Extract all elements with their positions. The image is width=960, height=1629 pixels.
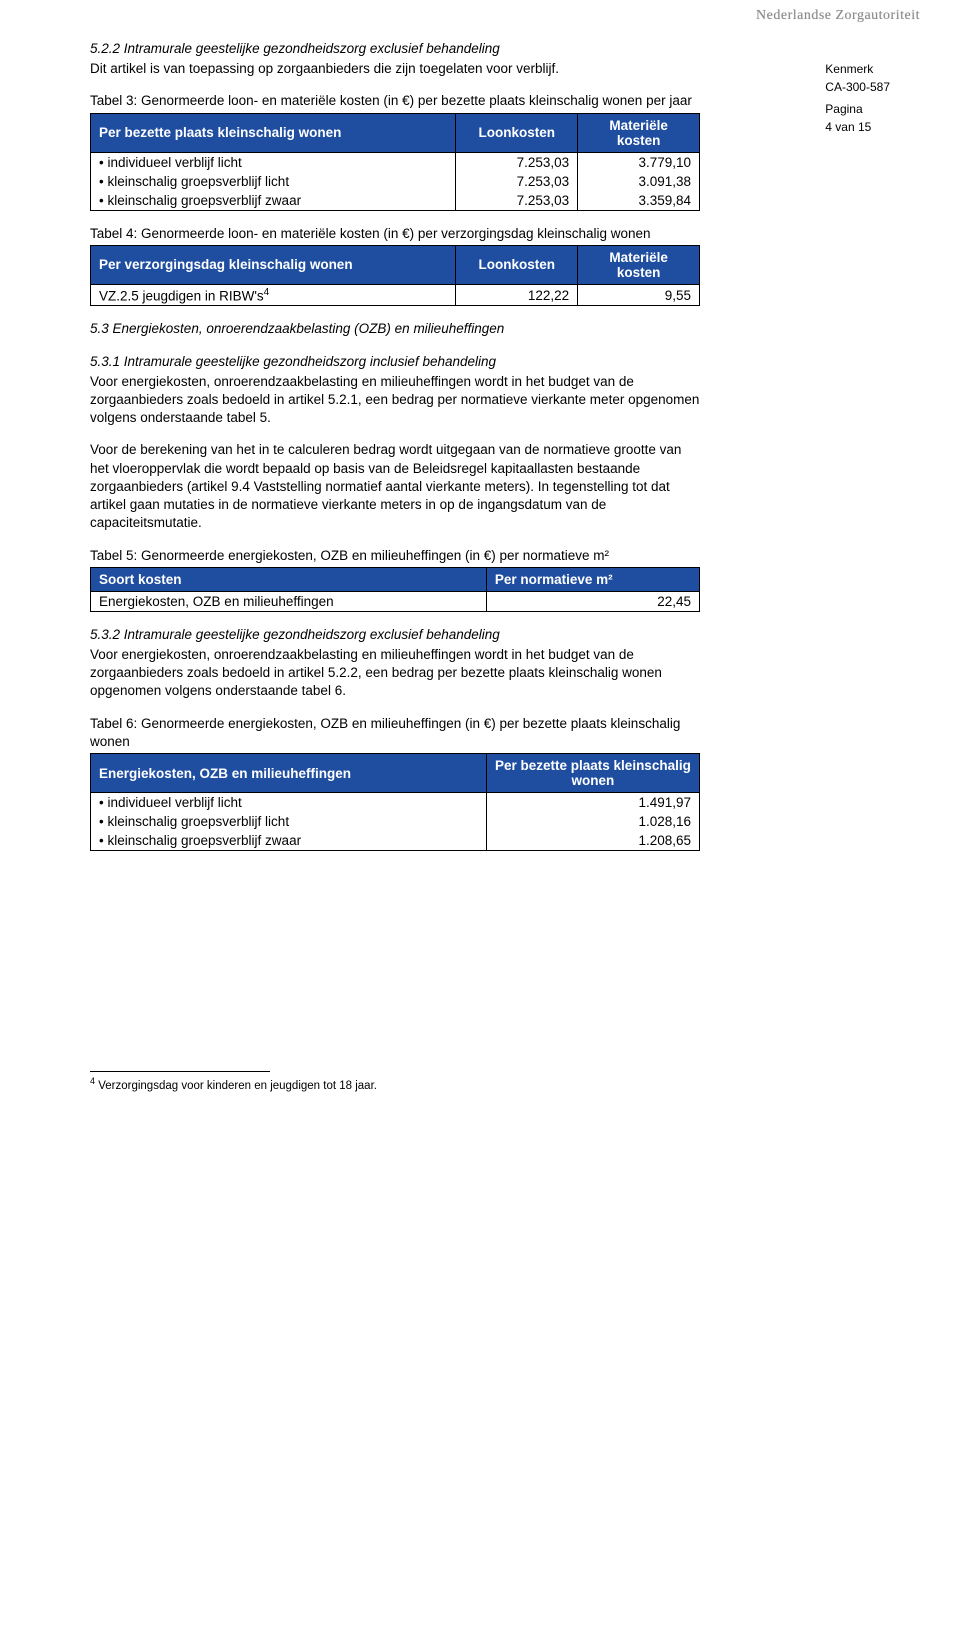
section-531-title: 5.3.1 Intramurale geestelijke gezondheid… [90,353,700,371]
table3-h2: Materiële kosten [578,113,700,152]
section-532-title: 5.3.2 Intramurale geestelijke gezondheid… [90,626,700,644]
table3-r0-c2: 3.779,10 [578,152,700,172]
section-531-p2: Voor de berekening van het in te calcule… [90,441,700,532]
section-522-body: Dit artikel is van toepassing op zorgaan… [90,60,700,78]
table3-h1: Loonkosten [456,113,578,152]
org-watermark: Nederlandse Zorgautoriteit [756,8,920,24]
table5-h0: Soort kosten [91,567,487,591]
table4: Per verzorgingsdag kleinschalig wonen Lo… [90,245,700,307]
table3-r2-c2: 3.359,84 [578,191,700,211]
table3-r1-c1: 7.253,03 [456,172,578,191]
table5-r0-label: Energiekosten, OZB en milieuheffingen [91,591,487,611]
section-532-p1: Voor energiekosten, onroerendzaakbelasti… [90,646,700,701]
content-column: 5.2.2 Intramurale geestelijke gezondheid… [90,40,700,1094]
table6-r2-label: kleinschalig groepsverblijf zwaar [91,831,487,851]
table5: Soort kosten Per normatieve m² Energieko… [90,567,700,612]
table4-h2: Materiële kosten [578,245,700,284]
table6-r0-c1: 1.491,97 [486,793,699,813]
table3-r0-c1: 7.253,03 [456,152,578,172]
table5-h1: Per normatieve m² [486,567,699,591]
table3-r0-label: individueel verblijf licht [91,152,456,172]
kenmerk-label: Kenmerk [825,60,890,78]
table6-r0-label: individueel verblijf licht [91,793,487,813]
table6-r1-label: kleinschalig groepsverblijf licht [91,812,487,831]
kenmerk-value: CA-300-587 [825,78,890,96]
meta-box: Kenmerk CA-300-587 Pagina 4 van 15 [825,60,890,140]
table6-r2-c1: 1.208,65 [486,831,699,851]
table3-r1-label: kleinschalig groepsverblijf licht [91,172,456,191]
footnote: 4 Verzorgingsdag voor kinderen en jeugdi… [90,1076,700,1094]
section-531-p1: Voor energiekosten, onroerendzaakbelasti… [90,373,700,428]
table4-h1: Loonkosten [456,245,578,284]
table3-r2-label: kleinschalig groepsverblijf zwaar [91,191,456,211]
table6-caption: Tabel 6: Genormeerde energiekosten, OZB … [90,715,700,751]
table5-caption: Tabel 5: Genormeerde energiekosten, OZB … [90,547,700,565]
table4-r0-c1: 122,22 [456,284,578,306]
table5-r0-c1: 22,45 [486,591,699,611]
footnote-separator [90,1071,270,1072]
section-53-title: 5.3 Energiekosten, onroerendzaakbelastin… [90,320,700,338]
table6-h1: Per bezette plaats kleinschalig wonen [486,754,699,793]
table6-r1-c1: 1.028,16 [486,812,699,831]
pagina-label: Pagina [825,100,890,118]
table4-r0-label: VZ.2.5 jeugdigen in RIBW's4 [91,284,456,306]
table6: Energiekosten, OZB en milieuheffingen Pe… [90,753,700,851]
section-522-title: 5.2.2 Intramurale geestelijke gezondheid… [90,40,700,58]
table3-caption: Tabel 3: Genormeerde loon- en materiële … [90,92,700,110]
table3: Per bezette plaats kleinschalig wonen Lo… [90,113,700,211]
table6-h0: Energiekosten, OZB en milieuheffingen [91,754,487,793]
pagina-value: 4 van 15 [825,118,890,136]
table4-r0-c2: 9,55 [578,284,700,306]
table4-caption: Tabel 4: Genormeerde loon- en materiële … [90,225,700,243]
table3-r1-c2: 3.091,38 [578,172,700,191]
table3-r2-c1: 7.253,03 [456,191,578,211]
table3-h0: Per bezette plaats kleinschalig wonen [91,113,456,152]
table4-h0: Per verzorgingsdag kleinschalig wonen [91,245,456,284]
